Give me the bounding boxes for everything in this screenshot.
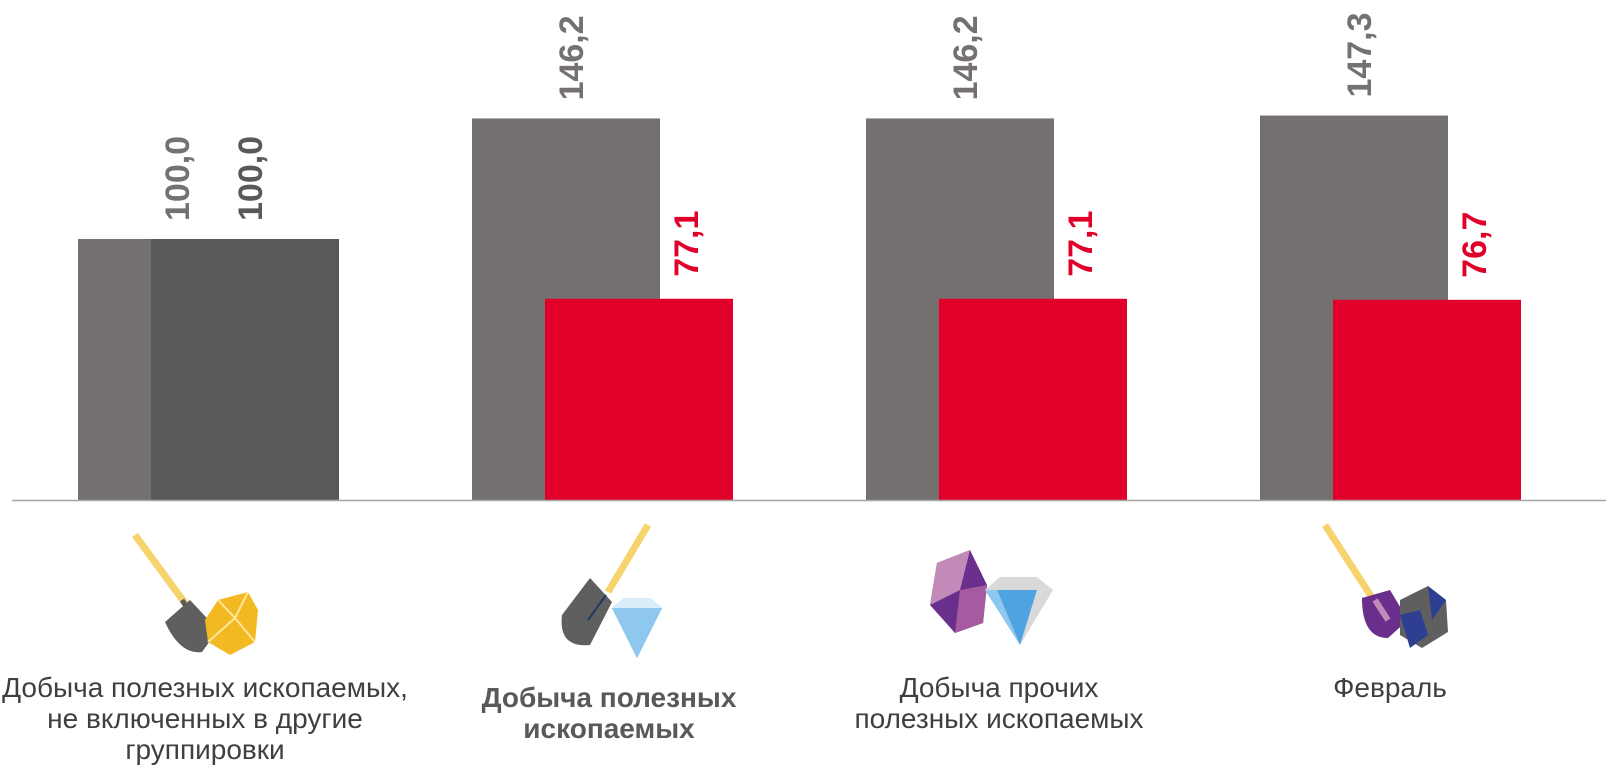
bar-series2-1 [545,298,733,500]
data-label-series1-1: 146,2 [553,15,591,100]
shovel-purple-gems-icon [1322,523,1448,648]
bar-series2-3 [1333,299,1521,500]
bar-series2-0 [151,239,339,500]
data-label-series1-0: 100,0 [159,136,197,221]
shovel-gold-icon [132,532,258,655]
shovel-diamond-icon [561,523,662,658]
category-label-3: Февраль [1333,672,1447,703]
data-label-series2-1: 77,1 [668,211,706,277]
data-label-series1-3: 147,3 [1341,12,1379,97]
category-label-1: Добыча полезных ископаемых [481,682,737,744]
bar-series2-2 [939,298,1127,500]
data-label-series2-2: 77,1 [1062,211,1100,277]
data-label-series2-0: 100,0 [232,136,270,221]
data-label-series1-2: 146,2 [947,15,985,100]
data-label-series2-3: 76,7 [1456,212,1494,278]
category-label-2: Добыча прочих полезных ископаемых [854,672,1144,734]
gems-diamond-icon [930,550,1053,645]
category-label-0: Добыча полезных ископаемых, не включенны… [2,672,408,765]
